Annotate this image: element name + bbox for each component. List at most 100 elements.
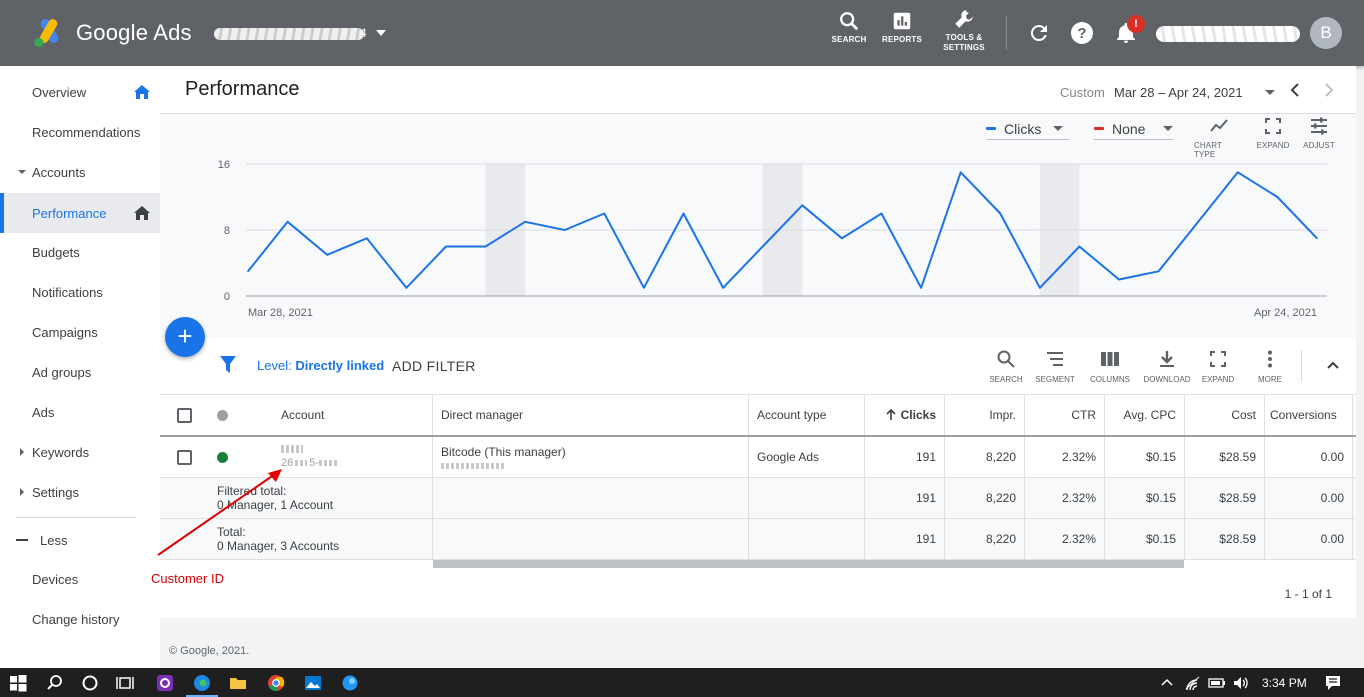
ctr-cell: 2.32% [1061,532,1096,546]
metric-2-dropdown[interactable]: None [1094,118,1174,140]
sidebar-item-overview[interactable]: Overview [0,72,160,112]
file-explorer-icon[interactable] [228,673,248,693]
sidebar-item-recommendations[interactable]: Recommendations [0,112,160,152]
more-button[interactable]: MORE [1252,349,1288,384]
col-impr[interactable]: Impr. [989,408,1016,422]
data-point-18 [959,171,962,174]
taskbar-clock[interactable]: 3:34 PM [1262,676,1307,690]
account-name-redacted[interactable]: 4 [214,24,370,44]
sidebar-item-campaigns[interactable]: Campaigns [0,312,160,352]
filter-funnel-icon[interactable] [220,356,236,374]
table-search-button[interactable]: SEARCH [986,349,1026,384]
search-icon [997,350,1015,368]
col-conversions[interactable]: Conversions [1270,408,1337,422]
y-tick-label-16: 16 [218,159,230,171]
windows-start-icon[interactable] [8,673,28,693]
chart-adjust-button[interactable]: ADJUST [1302,116,1336,150]
col-divider [1184,437,1185,477]
redaction [295,459,308,466]
volume-icon[interactable] [1232,675,1250,691]
header-tools-settings-button[interactable]: TOOLS & SETTINGS [940,8,988,54]
wifi-icon[interactable] [1184,675,1202,691]
data-point-7 [524,220,526,223]
header-reports-button[interactable]: REPORTS [882,10,922,56]
date-next-chevron-icon[interactable] [1322,82,1336,98]
col-avg-cpc[interactable]: Avg. CPC [1123,408,1176,422]
table-expand-button[interactable]: EXPAND [1198,349,1238,384]
collapse-chevron-up-icon[interactable] [1326,359,1340,371]
sidebar-item-devices[interactable]: Devices [0,559,160,599]
brand-name[interactable]: Google Ads [76,20,192,45]
filter-level[interactable]: Level: Directly linked [257,358,384,373]
task-view-icon[interactable] [115,673,135,693]
columns-button[interactable]: COLUMNS [1088,349,1132,384]
sidebar-item-label: Campaigns [32,324,98,340]
date-preset-label[interactable]: Custom [1060,85,1105,100]
horizontal-scrollbar[interactable] [433,560,1184,568]
sidebar-item-performance[interactable]: Performance [0,193,160,233]
total-label-cell: Total: 0 Manager, 3 Accounts [217,519,339,559]
col-account-type[interactable]: Account type [757,408,827,422]
row-checkbox[interactable] [177,437,192,477]
user-avatar[interactable]: B [1310,17,1342,49]
segment-label: SEGMENT [1035,375,1075,384]
sidebar-item-notifications[interactable]: Notifications [0,272,160,312]
customer-id-link[interactable]: 26 5- [281,437,340,477]
sidebar-item-ad-groups[interactable]: Ad groups [0,352,160,392]
chrome-icon[interactable] [266,673,286,693]
date-prev-chevron-icon[interactable] [1288,82,1302,98]
col-divider [432,395,433,435]
app-blue-icon[interactable] [340,673,360,693]
add-fab-button[interactable]: + [165,317,205,357]
col-divider [432,437,433,477]
header-search-button[interactable]: SEARCH [832,10,866,56]
action-center-icon[interactable] [1324,674,1342,692]
col-divider [1184,519,1185,559]
direct-manager-name[interactable]: Bitcode (This manager) [441,445,566,459]
col-ctr[interactable]: CTR [1071,408,1096,422]
app-purple-icon[interactable] [155,673,175,693]
sidebar-item-budgets[interactable]: Budgets [0,232,160,272]
taskbar-search-icon[interactable] [45,673,65,693]
download-button[interactable]: DOWNLOAD [1143,349,1191,384]
battery-icon[interactable] [1208,677,1226,689]
tray-chevron-up-icon[interactable] [1160,676,1174,688]
sidebar-item-change-history[interactable]: Change history [0,599,160,639]
col-account[interactable]: Account [281,408,325,422]
col-divider [1104,437,1105,477]
photos-app-icon[interactable] [303,673,323,693]
data-point-13 [761,245,764,248]
col-divider [864,395,865,435]
expand-right-icon [20,448,24,456]
date-range-picker[interactable]: Mar 28 – Apr 24, 2021 [1114,85,1243,100]
help-icon[interactable]: ? [1070,21,1094,45]
chart-expand-button[interactable]: EXPAND [1257,116,1289,150]
google-ads-logo-icon[interactable] [32,17,66,49]
select-all-checkbox[interactable] [177,395,192,435]
account-switch-caret-icon[interactable] [376,30,386,36]
table-header-row: Account Direct manager Account type Clic… [160,394,1356,437]
col-clicks[interactable]: Clicks [864,395,936,435]
refresh-icon[interactable] [1027,21,1051,45]
segment-button[interactable]: SEGMENT [1034,349,1076,384]
metric-1-dropdown[interactable]: Clicks [986,118,1070,140]
sidebar-item-label: Notifications [32,284,103,300]
sidebar-item-accounts[interactable]: Accounts [0,152,160,192]
annotation-label: Customer ID [151,571,224,586]
col-cost[interactable]: Cost [1231,408,1256,422]
sidebar-item-less[interactable]: Less [0,520,160,560]
add-filter-button[interactable]: ADD FILTER [392,358,476,374]
sidebar-item-settings[interactable]: Settings [0,472,160,512]
cortana-icon[interactable] [80,673,100,693]
sidebar-item-label: Ads [32,404,55,420]
data-point-24 [1197,220,1200,223]
sidebar-item-ads[interactable]: Ads [0,392,160,432]
chart-type-button[interactable]: CHART TYPE [1194,116,1244,159]
sidebar-item-keywords[interactable]: Keywords [0,432,160,472]
edge-browser-icon[interactable] [192,673,212,693]
user-email-redacted[interactable] [1156,20,1300,48]
col-divider [1104,478,1105,518]
col-divider [944,519,945,559]
col-direct-manager[interactable]: Direct manager [441,408,524,422]
date-dropdown-caret-icon[interactable] [1265,90,1275,95]
